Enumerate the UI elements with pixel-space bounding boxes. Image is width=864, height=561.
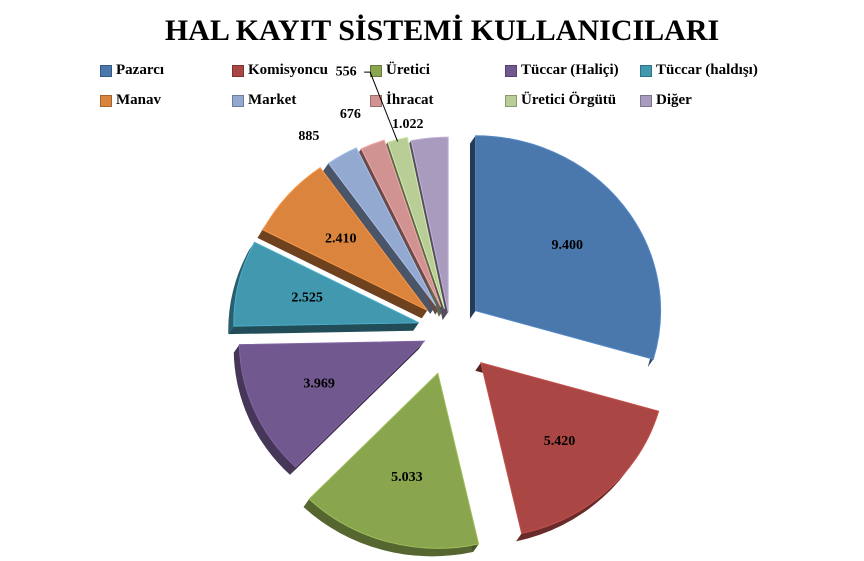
legend-label: Üretici Örgütü <box>521 92 617 108</box>
pie-slice <box>387 136 445 309</box>
data-label: 1.022 <box>392 117 424 132</box>
legend-item: Pazarcı <box>100 62 164 79</box>
pie-slice <box>327 147 437 307</box>
legend-item: Üretici Örgütü <box>505 92 616 109</box>
legend-label: İhracat <box>386 92 434 108</box>
legend-label: Komisyoncu <box>248 62 329 78</box>
pie-slice <box>308 372 480 549</box>
leader-line <box>364 71 399 142</box>
legend-item: Market <box>232 92 296 109</box>
pie-slice <box>480 362 660 535</box>
legend-label: Üretici <box>386 62 430 78</box>
pie-slice <box>238 340 426 468</box>
data-label: 5.033 <box>391 470 423 485</box>
legend-swatch <box>640 94 652 107</box>
legend-item: Üretici <box>370 62 430 79</box>
pie-slice-side-arc <box>228 242 255 335</box>
legend-label: Tüccar (haldışı) <box>656 62 758 78</box>
legend-swatch <box>232 94 244 107</box>
pie-slice-side-arc <box>303 499 479 557</box>
pie-slice-side-wall <box>257 229 428 319</box>
legend-label: Pazarcı <box>116 62 165 78</box>
pie-slice <box>233 241 420 327</box>
pie-slice <box>475 135 662 360</box>
data-label: 2.410 <box>325 231 357 246</box>
pie-slice-side-wall <box>322 163 436 314</box>
data-label: 2.525 <box>291 290 323 305</box>
legend-label: Tüccar (Haliçi) <box>521 62 619 78</box>
legend-item: Tüccar (haldışı) <box>640 62 758 79</box>
data-label: 885 <box>298 129 319 144</box>
legend-label: Market <box>248 92 297 108</box>
chart-title: HAL KAYIT SİSTEMİ KULLANICILARI <box>164 14 720 47</box>
pie-slice <box>410 136 449 313</box>
data-label: 3.969 <box>303 377 335 392</box>
pie-slice-side-wall <box>469 135 476 319</box>
data-label: 9.400 <box>551 238 583 253</box>
legend-swatch <box>370 64 382 77</box>
legend-swatch <box>640 64 652 77</box>
data-label: 676 <box>340 107 361 122</box>
data-label: 556 <box>336 64 357 79</box>
legend-swatch <box>505 94 517 107</box>
legend-swatch <box>100 94 112 107</box>
legend-item: Tüccar (Haliçi) <box>505 62 619 79</box>
pie-slice <box>262 167 428 311</box>
legend-label: Manav <box>116 92 161 108</box>
legend-item: Komisyoncu <box>232 62 328 79</box>
legend-swatch <box>232 64 244 77</box>
legend-item: Manav <box>100 92 161 109</box>
data-label: 5.420 <box>544 434 576 449</box>
legend-label: Diğer <box>656 92 692 108</box>
pie-slice <box>360 139 442 307</box>
legend-swatch <box>100 64 112 77</box>
legend-swatch <box>505 64 517 77</box>
legend-item: Diğer <box>640 92 692 109</box>
